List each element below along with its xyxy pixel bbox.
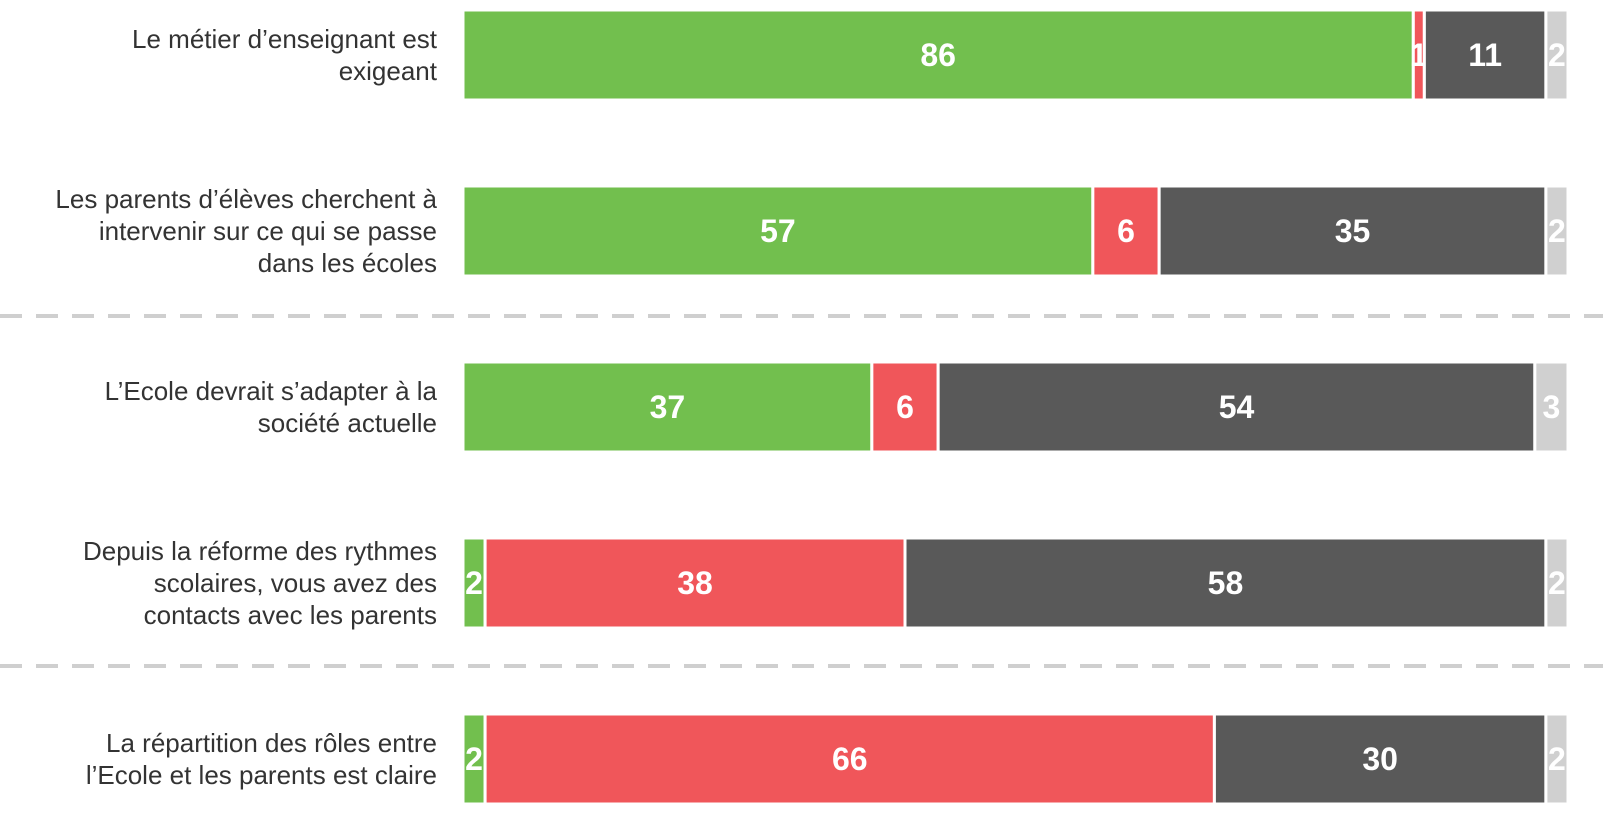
value-label: 57	[760, 213, 796, 249]
bar-segment	[1544, 536, 1570, 630]
value-label: 6	[896, 389, 914, 425]
bar-segment	[1544, 712, 1570, 806]
value-label: 11	[1468, 37, 1502, 73]
value-label: 6	[1117, 213, 1135, 249]
bar-segment	[936, 360, 1537, 454]
value-label: 86	[920, 37, 956, 73]
bar-segment	[1544, 184, 1570, 278]
category-label: Depuis la réforme des rythmes scolaires,…	[82, 536, 437, 630]
value-label: 2	[1548, 741, 1566, 777]
bar-segment	[461, 184, 1095, 278]
bar-segment	[461, 8, 1415, 102]
bar-segment	[1533, 360, 1570, 454]
value-label: 2	[465, 741, 483, 777]
category-label: L’Ecole devrait s’adapter à la société a…	[104, 376, 437, 438]
bar-segment	[461, 360, 874, 454]
value-label: 58	[1208, 565, 1244, 601]
bar-segment	[1544, 8, 1570, 102]
bar-segment	[483, 536, 907, 630]
value-label: 54	[1219, 389, 1255, 425]
value-label: 66	[832, 741, 868, 777]
bar-segment	[870, 360, 940, 454]
bar-segment	[1422, 8, 1548, 102]
value-label: 2	[1548, 565, 1566, 601]
bar-segment	[1157, 184, 1548, 278]
value-label: 3	[1543, 389, 1561, 425]
bar-segment	[903, 536, 1548, 630]
value-label: 38	[677, 565, 713, 601]
value-label: 37	[650, 389, 686, 425]
value-label: 35	[1335, 213, 1371, 249]
value-label: 30	[1362, 741, 1398, 777]
value-label: 2	[1548, 213, 1566, 249]
bar-segment	[1212, 712, 1548, 806]
value-label: 2	[465, 565, 483, 601]
category-label: La répartition des rôles entre l’Ecole e…	[85, 728, 437, 790]
category-label: Les parents d’élèves cherchent à interve…	[55, 184, 437, 278]
category-label: Le métier d’enseignant est exigeant	[132, 24, 437, 86]
value-label: 2	[1548, 37, 1566, 73]
bar-segment	[1091, 184, 1161, 278]
